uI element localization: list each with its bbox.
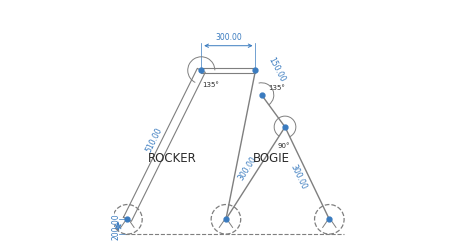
Text: ROCKER: ROCKER [147,152,196,166]
Polygon shape [123,68,205,221]
Text: 200.00: 200.00 [111,213,120,240]
Text: 300.00: 300.00 [237,154,259,182]
Text: 135°: 135° [202,82,219,88]
Text: BOGIE: BOGIE [253,152,290,166]
Polygon shape [201,68,255,73]
Text: 510.00: 510.00 [145,126,164,154]
Text: 135°: 135° [268,85,285,91]
Text: 300.00: 300.00 [289,163,309,191]
Text: 90°: 90° [278,143,290,149]
Text: 300.00: 300.00 [215,33,242,42]
Text: 150.00: 150.00 [267,56,287,83]
